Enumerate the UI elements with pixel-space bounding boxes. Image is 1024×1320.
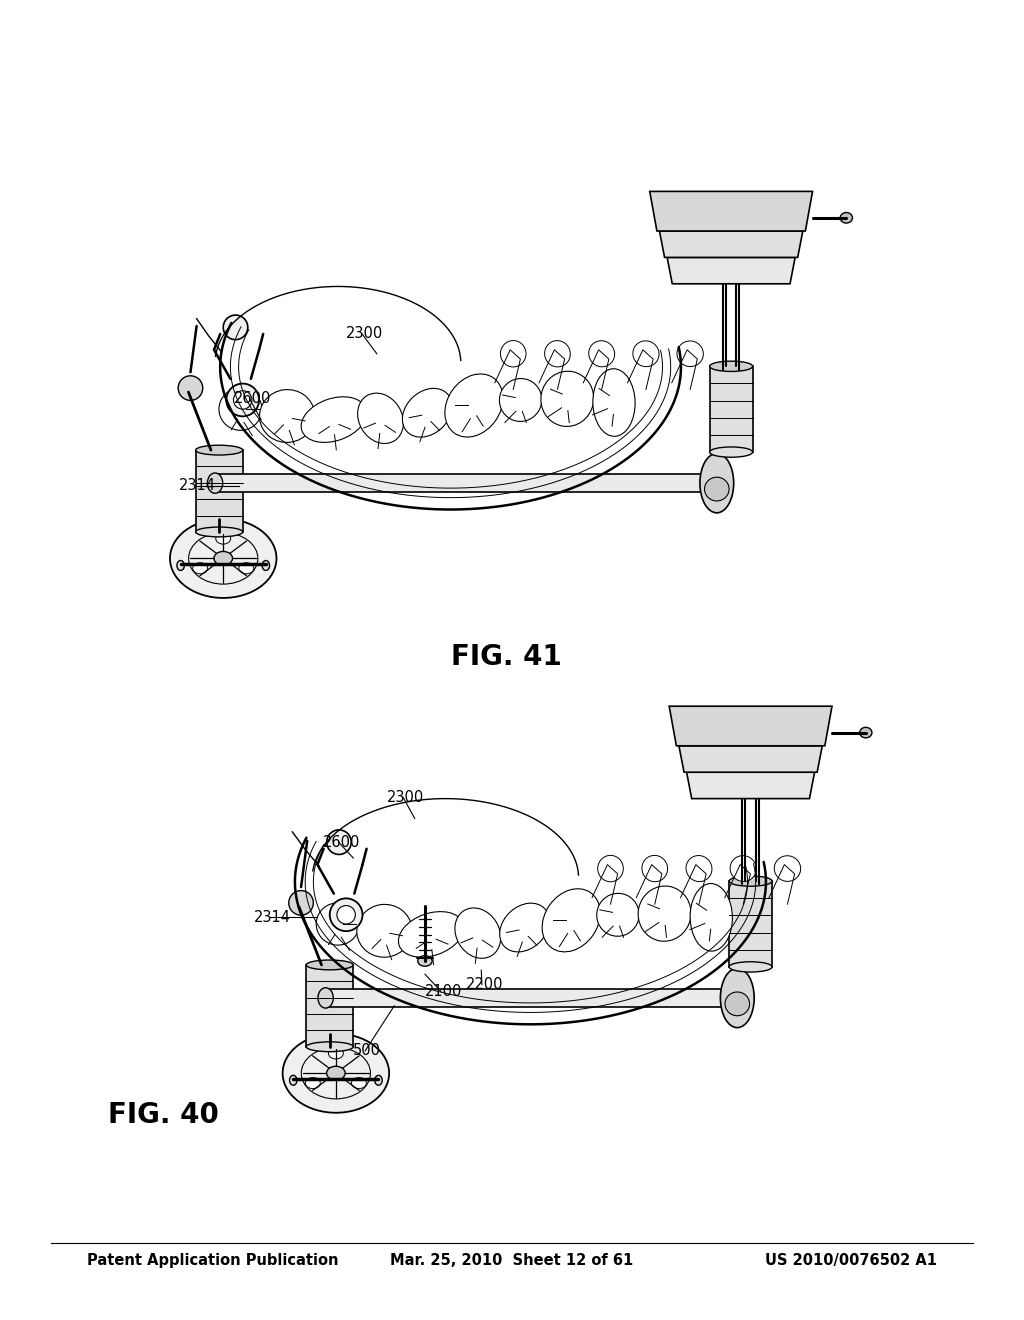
Polygon shape (215, 474, 717, 492)
Ellipse shape (317, 987, 334, 1008)
Ellipse shape (351, 1077, 367, 1089)
Ellipse shape (860, 727, 872, 738)
Ellipse shape (700, 453, 733, 513)
Ellipse shape (705, 478, 729, 502)
Text: 2600: 2600 (233, 391, 270, 407)
Polygon shape (729, 882, 772, 966)
Ellipse shape (589, 341, 614, 367)
Polygon shape (679, 746, 822, 772)
Ellipse shape (730, 855, 757, 882)
Ellipse shape (196, 527, 243, 537)
Ellipse shape (327, 1067, 345, 1080)
Ellipse shape (642, 855, 668, 882)
Circle shape (289, 891, 313, 915)
Ellipse shape (402, 388, 452, 437)
Ellipse shape (706, 469, 728, 498)
Ellipse shape (305, 1077, 321, 1089)
Ellipse shape (214, 552, 232, 565)
Text: 2200: 2200 (466, 977, 504, 993)
Ellipse shape (500, 379, 542, 421)
Ellipse shape (301, 397, 367, 442)
Ellipse shape (375, 1076, 382, 1085)
Ellipse shape (306, 960, 353, 970)
Ellipse shape (593, 368, 635, 437)
Ellipse shape (444, 374, 503, 437)
Ellipse shape (216, 533, 230, 544)
Ellipse shape (283, 1034, 389, 1113)
Polygon shape (686, 772, 815, 799)
Ellipse shape (545, 341, 570, 367)
Text: 2314: 2314 (254, 909, 291, 925)
Text: Mar. 25, 2010  Sheet 12 of 61: Mar. 25, 2010 Sheet 12 of 61 (390, 1253, 634, 1269)
Text: 500: 500 (353, 1043, 381, 1059)
Text: 2300: 2300 (387, 789, 424, 805)
Text: FIG. 41: FIG. 41 (451, 643, 561, 672)
Ellipse shape (721, 969, 754, 1027)
Ellipse shape (774, 855, 801, 882)
Ellipse shape (729, 876, 772, 886)
Ellipse shape (598, 855, 624, 882)
Ellipse shape (725, 993, 750, 1016)
Ellipse shape (541, 371, 594, 426)
Circle shape (178, 376, 203, 400)
Ellipse shape (418, 956, 432, 966)
Ellipse shape (729, 962, 772, 972)
Ellipse shape (398, 912, 464, 957)
Ellipse shape (690, 883, 732, 952)
Text: 2600: 2600 (323, 834, 359, 850)
Ellipse shape (177, 561, 184, 570)
Ellipse shape (500, 903, 549, 952)
Circle shape (226, 384, 259, 416)
Text: 2314: 2314 (179, 478, 216, 494)
Text: 2300: 2300 (346, 326, 383, 342)
Ellipse shape (638, 886, 691, 941)
Ellipse shape (677, 341, 703, 367)
Ellipse shape (455, 908, 501, 958)
Polygon shape (668, 257, 795, 284)
Circle shape (337, 906, 355, 924)
Circle shape (223, 315, 248, 339)
Text: Patent Application Publication: Patent Application Publication (87, 1253, 339, 1269)
Ellipse shape (840, 213, 852, 223)
Ellipse shape (193, 562, 208, 574)
Ellipse shape (170, 519, 276, 598)
Ellipse shape (239, 562, 254, 574)
Ellipse shape (686, 855, 712, 882)
Ellipse shape (726, 983, 749, 1012)
Polygon shape (196, 450, 243, 532)
Ellipse shape (290, 1076, 297, 1085)
Ellipse shape (542, 888, 600, 952)
Polygon shape (326, 989, 737, 1007)
Ellipse shape (633, 341, 659, 367)
Ellipse shape (329, 1048, 343, 1059)
Ellipse shape (196, 445, 243, 455)
Ellipse shape (356, 904, 412, 957)
Polygon shape (659, 231, 803, 257)
Ellipse shape (597, 894, 639, 936)
Text: 2100: 2100 (425, 983, 462, 999)
Polygon shape (306, 965, 353, 1047)
Ellipse shape (262, 561, 269, 570)
Text: US 2010/0076502 A1: US 2010/0076502 A1 (765, 1253, 937, 1269)
Circle shape (330, 899, 362, 931)
Ellipse shape (219, 388, 262, 430)
Ellipse shape (710, 362, 753, 371)
Ellipse shape (357, 393, 403, 444)
Polygon shape (649, 191, 813, 231)
Circle shape (233, 391, 252, 409)
Ellipse shape (207, 473, 223, 494)
Ellipse shape (710, 447, 753, 457)
Text: FIG. 40: FIG. 40 (108, 1101, 218, 1130)
Polygon shape (710, 366, 753, 451)
Ellipse shape (259, 389, 314, 442)
Ellipse shape (316, 903, 359, 945)
Circle shape (327, 830, 351, 854)
Ellipse shape (306, 1041, 353, 1052)
Polygon shape (670, 706, 831, 746)
Ellipse shape (501, 341, 526, 367)
